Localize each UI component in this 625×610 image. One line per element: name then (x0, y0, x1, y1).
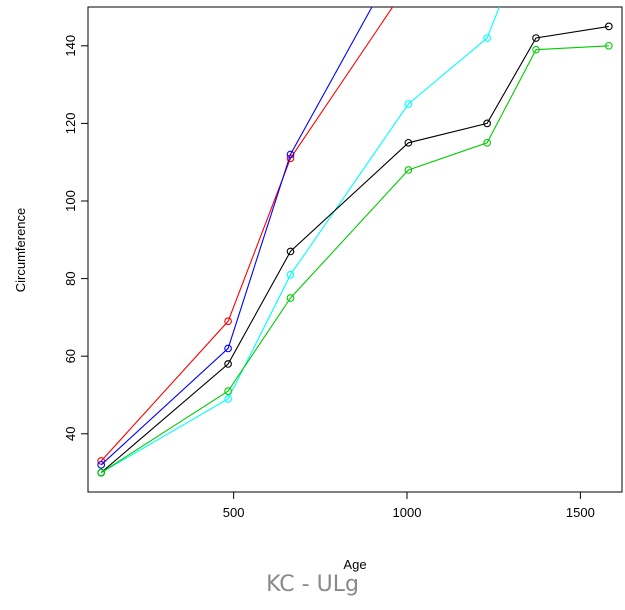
y-tick-label: 140 (63, 35, 78, 57)
y-tick-label: 60 (63, 349, 78, 363)
x-axis-label: Age (343, 557, 366, 572)
x-axis: 500 1000 1500 (223, 491, 595, 520)
data-point (532, 34, 540, 42)
data-point (604, 41, 613, 50)
footer-watermark: KC - ULg (266, 572, 359, 597)
x-tick-label: 500 (223, 505, 245, 520)
y-axis: 40 60 80 100 120 140 (63, 35, 89, 441)
data-point (483, 138, 491, 147)
x-tick-label: 1000 (393, 505, 422, 520)
data-point (604, 22, 613, 31)
data-point (224, 344, 232, 353)
data-point (483, 34, 491, 42)
y-tick-label: 40 (63, 427, 78, 441)
y-tick-label: 120 (63, 113, 78, 135)
y-tick-label: 80 (63, 271, 78, 285)
data-point (404, 138, 413, 147)
data-point (404, 100, 413, 108)
data-point (286, 150, 295, 159)
data-point (224, 387, 232, 395)
x-tick-label: 1500 (566, 505, 595, 520)
series-line (100, 7, 394, 462)
data-point (286, 247, 295, 256)
data-point (224, 360, 232, 368)
series-line (100, 45, 609, 474)
data-point (483, 119, 491, 128)
data-point (97, 460, 106, 469)
data-point (224, 317, 232, 326)
data-point (532, 45, 540, 54)
series-line (100, 7, 373, 466)
data-point (97, 468, 106, 477)
data-point (224, 395, 232, 403)
series-line (100, 7, 500, 474)
plot-frame (87, 6, 623, 493)
data-point (286, 294, 295, 302)
chart: 500 1000 1500 40 60 80 100 120 140 Age Circumfe… (13, 6, 623, 572)
data-point (404, 166, 413, 174)
series-layer (97, 7, 613, 477)
y-axis-label: Circumference (13, 208, 28, 293)
series-line (100, 25, 609, 474)
data-point (286, 270, 295, 279)
y-tick-label: 100 (63, 190, 78, 212)
